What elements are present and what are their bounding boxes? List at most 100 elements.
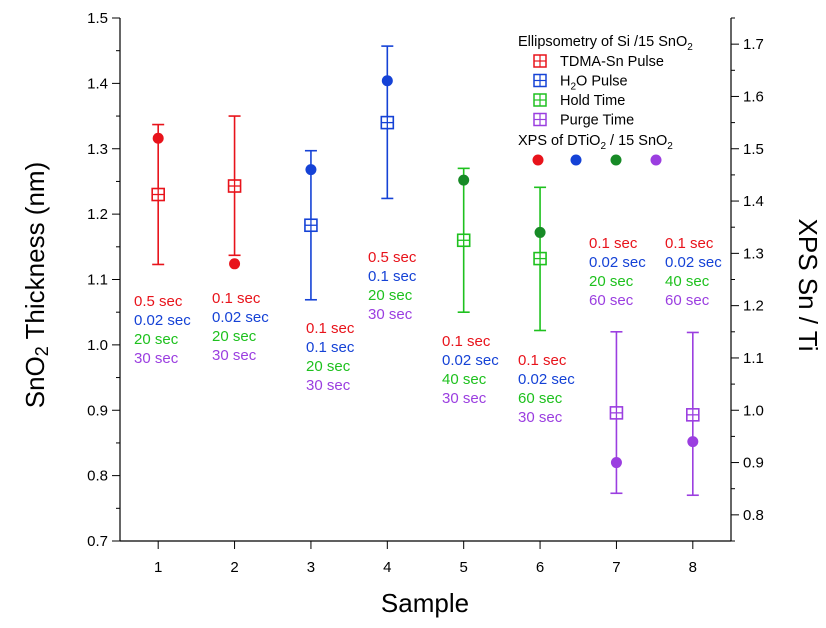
annotation-line: 60 sec (518, 390, 563, 407)
y-right-tick-label: 0.9 (743, 455, 764, 472)
annotation-line: 0.5 sec (368, 249, 417, 266)
sample-1-ellipsometry (151, 123, 165, 266)
annotation-line: 20 sec (589, 273, 634, 290)
annotation-line: 20 sec (212, 328, 257, 345)
y-left-tick-label: 1.1 (87, 272, 108, 289)
annotation-line: 0.1 sec (518, 352, 567, 369)
sample-6-xps-point (534, 226, 546, 238)
annotation-line: 0.02 sec (442, 352, 499, 369)
annotation-line: 30 sec (368, 306, 413, 323)
axes (119, 18, 732, 542)
y-axis-left-label: SnO2 Thickness (nm) (20, 162, 52, 409)
y-left-tick-label: 1.4 (87, 75, 108, 92)
annotation-sample-8: 0.1 sec 0.02 sec 40 sec 60 sec (665, 235, 722, 309)
y-right-tick-label: 1.3 (743, 245, 764, 262)
annotations: 0.5 sec 0.02 sec 20 sec 30 sec 0.1 sec 0.02 s… (134, 235, 722, 426)
annotation-sample-4: 0.5 sec 0.1 sec 20 sec 30 sec (368, 249, 417, 323)
x-tick-label: 4 (383, 559, 391, 576)
legend-label: Hold Time (560, 93, 625, 109)
annotation-sample-2: 0.1 sec 0.02 sec 20 sec 30 sec (212, 290, 269, 364)
x-tick-label: 3 (307, 559, 315, 576)
axis-labels: Sample SnO2 Thickness (nm) XPS Sn / Ti (20, 162, 823, 618)
annotation-sample-7: 0.1 sec 0.02 sec 20 sec 60 sec (589, 235, 646, 309)
annotation-sample-5: 0.1 sec 0.02 sec 40 sec 30 sec (442, 333, 499, 407)
sample-4-ellipsometry (380, 45, 395, 200)
y-right-tick-label: 1.2 (743, 298, 764, 315)
y-left-tick-label: 1.2 (87, 206, 108, 223)
annotation-line: 0.02 sec (589, 254, 646, 271)
sample-7-ellipsometry (609, 330, 624, 495)
legend-entry-h2o: H2O Pulse (533, 74, 628, 93)
legend-xps-dot-xps_hold (610, 154, 622, 166)
y-left-tick-label: 1.5 (87, 10, 108, 27)
sample-1-xps-point (152, 132, 164, 144)
annotation-sample-6: 0.1 sec 0.02 sec 60 sec 30 sec (518, 352, 575, 426)
legend-entry-hold: Hold Time (533, 93, 625, 109)
x-axis-label: Sample (381, 588, 469, 618)
annotation-line: 30 sec (306, 377, 351, 394)
legend-label: H2O Pulse (560, 74, 628, 93)
annotation-line: 0.02 sec (665, 254, 722, 271)
annotation-line: 0.1 sec (306, 320, 355, 337)
y-right-tick-label: 1.4 (743, 193, 764, 210)
ticks: 0.7 0.8 0.9 1.0 1.1 1.2 1.3 1.4 1.5 0.8 0.9 1.0 1.1 1… (87, 10, 764, 576)
annotation-line: 40 sec (442, 371, 487, 388)
legend-entry-tdma: TDMA-Sn Pulse (533, 54, 664, 70)
sample-5-ellipsometry (456, 167, 471, 313)
annotation-line: 30 sec (518, 409, 563, 426)
y-right-tick-label: 1.6 (743, 88, 764, 105)
legend-xps-title: XPS of DTiO2 / 15 SnO2 (518, 133, 673, 152)
annotation-line: 0.5 sec (134, 293, 183, 310)
annotation-line: 0.1 sec (212, 290, 261, 307)
sample-3-xps-point (305, 164, 317, 176)
legend-entry-purge: Purge Time (533, 113, 634, 129)
sample-8-ellipsometry (686, 331, 700, 497)
annotation-line: 0.02 sec (134, 312, 191, 329)
annotation-line: 40 sec (665, 273, 710, 290)
annotation-line: 20 sec (306, 358, 351, 375)
x-tick-label: 8 (689, 559, 697, 576)
legend-ellipsometry-title: Ellipsometry of Si /15 SnO2 (518, 34, 693, 53)
annotation-line: 0.1 sec (442, 333, 491, 350)
sample-6-ellipsometry (533, 186, 547, 332)
annotation-line: 30 sec (442, 390, 487, 407)
y-right-tick-label: 1.0 (743, 402, 764, 419)
legend-xps-dot-tdma (532, 154, 544, 166)
annotation-sample-3: 0.1 sec 0.1 sec 20 sec 30 sec (306, 320, 355, 394)
sample-4-xps-point (381, 75, 393, 87)
annotation-line: 0.1 sec (306, 339, 355, 356)
annotation-line: 20 sec (368, 287, 413, 304)
data-marks (151, 45, 700, 497)
y-right-tick-label: 1.5 (743, 141, 764, 158)
annotation-line: 60 sec (665, 292, 710, 309)
annotation-sample-1: 0.5 sec 0.02 sec 20 sec 30 sec (134, 293, 191, 367)
annotation-line: 20 sec (134, 331, 179, 348)
sample-2-ellipsometry (227, 115, 242, 257)
annotation-line: 0.02 sec (212, 309, 269, 326)
legend-xps-dot-purge (650, 154, 662, 166)
annotation-line: 30 sec (134, 350, 179, 367)
annotation-line: 0.1 sec (665, 235, 714, 252)
y-left-tick-label: 1.3 (87, 141, 108, 158)
legend-label: Purge Time (560, 113, 634, 129)
x-tick-label: 1 (154, 559, 162, 576)
sample-8-xps-point (687, 436, 699, 448)
y-left-tick-label: 0.9 (87, 402, 108, 419)
legend-xps-dot-h2o (570, 154, 582, 166)
y-right-tick-label: 0.8 (743, 507, 764, 524)
sample-7-xps-point (610, 457, 622, 469)
annotation-line: 0.02 sec (518, 371, 575, 388)
x-tick-label: 7 (612, 559, 620, 576)
annotation-line: 0.1 sec (589, 235, 638, 252)
sample-3-ellipsometry (304, 149, 318, 301)
y-left-tick-label: 0.8 (87, 468, 108, 485)
legend-label: TDMA-Sn Pulse (560, 54, 664, 70)
annotation-line: 0.1 sec (368, 268, 417, 285)
x-tick-label: 2 (230, 559, 238, 576)
x-tick-label: 5 (460, 559, 468, 576)
x-tick-label: 6 (536, 559, 544, 576)
y-left-tick-label: 1.0 (87, 337, 108, 354)
annotation-line: 30 sec (212, 347, 257, 364)
